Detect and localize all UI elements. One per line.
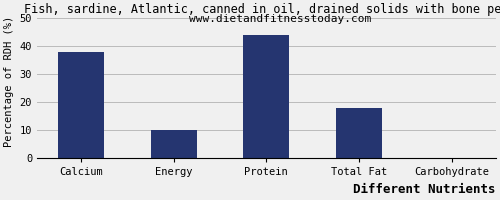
Text: Fish, sardine, Atlantic, canned in oil, drained solids with bone per 100: Fish, sardine, Atlantic, canned in oil, … (24, 3, 500, 16)
X-axis label: Different Nutrients: Different Nutrients (353, 183, 496, 196)
Bar (336, 108, 382, 158)
Text: www.dietandfitnesstoday.com: www.dietandfitnesstoday.com (189, 14, 371, 24)
Bar (243, 35, 290, 158)
Bar (150, 130, 197, 158)
Bar (58, 52, 104, 158)
Y-axis label: Percentage of RDH (%): Percentage of RDH (%) (4, 16, 14, 147)
